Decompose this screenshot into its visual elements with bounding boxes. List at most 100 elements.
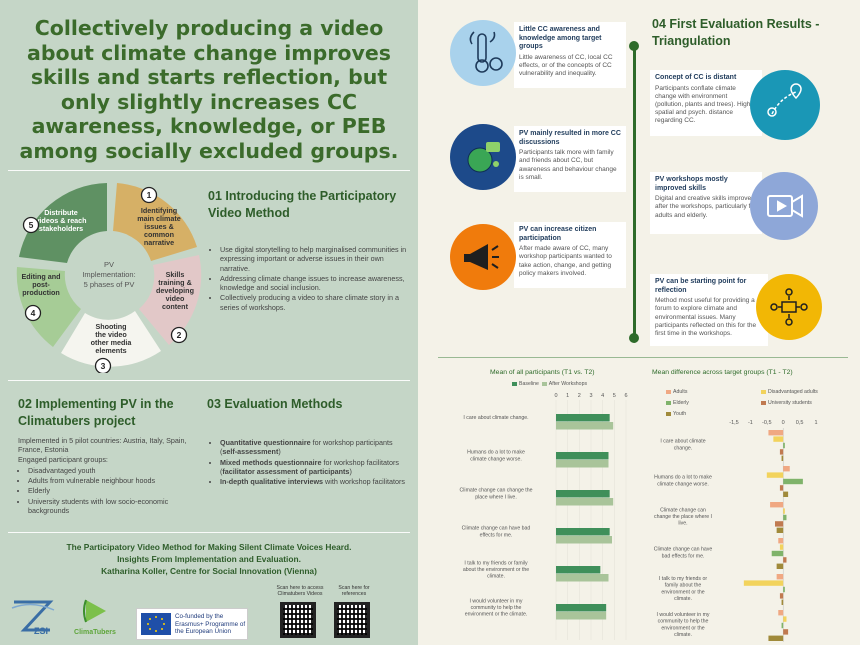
chart1-bar xyxy=(556,604,607,612)
finding-card: PV mainly resulted in more CC discussion… xyxy=(514,126,626,192)
legend-swatch xyxy=(512,381,517,386)
chart1-category-label: Humans do a lot to make xyxy=(467,450,525,456)
chart2-tick-label: -0,5 xyxy=(762,420,771,426)
thermometer-icon xyxy=(450,20,516,86)
chart2-legend: Adults Disadvantaged adults Elderly Univ… xyxy=(666,389,856,417)
svg-text:Shooting: Shooting xyxy=(95,322,126,331)
megaphone-icon xyxy=(450,224,516,290)
legend-swatch xyxy=(666,411,671,416)
qr-code-references[interactable] xyxy=(334,602,370,638)
chart1-category-label: Climate change can have bad xyxy=(462,526,531,532)
chart2-bar xyxy=(783,629,789,635)
finding-card: PV workshops mostly improved skills Digit… xyxy=(650,172,762,234)
finding-card: PV can increase citizen participation Aft… xyxy=(514,222,626,288)
chart2-bar xyxy=(783,491,789,497)
phase-3-segment xyxy=(61,311,161,367)
chart2-bar xyxy=(778,610,784,616)
chart2-bar xyxy=(779,593,784,599)
earth-chat-icon xyxy=(450,124,516,190)
s04-heading: 04 First Evaluation Results - Triangulat… xyxy=(652,17,820,48)
qr-code-videos[interactable] xyxy=(280,602,316,638)
chart2-tick-label: 0,5 xyxy=(796,420,804,426)
svg-text:3: 3 xyxy=(101,361,106,371)
svg-text:other media: other media xyxy=(91,338,133,347)
chart2-category-label: climate. xyxy=(674,632,692,638)
svg-text:videos & reach: videos & reach xyxy=(35,216,86,225)
chart2-category-label: community to help the xyxy=(658,619,709,625)
phase-5-segment xyxy=(19,183,107,263)
chart2-category-label: Climate change can have xyxy=(654,547,713,553)
chart1-category-label: climate change worse. xyxy=(470,456,522,462)
chart2-bar xyxy=(779,449,784,455)
chart2-category-label: I care about climate xyxy=(660,439,705,445)
chart1-bar xyxy=(556,422,614,430)
cycle-center-line2: Implementation: xyxy=(82,270,135,279)
s02-heading: 02 Implementing PV in the Climatubers pr… xyxy=(18,397,174,428)
chart1-category-label: environment or the climate. xyxy=(465,612,528,618)
chart1-bar xyxy=(556,574,609,582)
chart2-bar xyxy=(781,455,784,461)
svg-text:4: 4 xyxy=(31,308,36,318)
s02-body: Implemented in 5 pilot countries: Austri… xyxy=(18,436,203,516)
chart2-bar xyxy=(773,436,784,442)
chart2-bar xyxy=(776,527,784,533)
chart2-bar xyxy=(783,514,787,521)
chart1-tick-label: 3 xyxy=(589,393,592,399)
svg-text:developing: developing xyxy=(156,286,194,295)
chart2-title: Mean difference across target groups (T1… xyxy=(652,369,793,376)
eu-logo: Co-funded by the Erasmus+ Programme of t… xyxy=(136,608,248,640)
svg-text:training &: training & xyxy=(158,278,192,287)
phase-4-segment xyxy=(16,267,81,347)
chart2-bar xyxy=(783,442,785,449)
chart2-category-label: change. xyxy=(674,445,692,451)
phase-2-badge xyxy=(170,326,188,344)
chart1-bar xyxy=(556,460,609,468)
chart2-bar xyxy=(770,502,784,508)
svg-text:production: production xyxy=(22,288,60,297)
svg-text:common: common xyxy=(144,230,174,239)
chart1-title: Mean of all participants (T1 vs. T2) xyxy=(490,369,595,376)
svg-text:issues &: issues & xyxy=(144,222,174,231)
phase-3-badge xyxy=(94,357,112,373)
chart1-tick-label: 5 xyxy=(613,393,616,399)
finding-card: Little CC awareness and knowledge among … xyxy=(514,22,626,88)
phase-1-badge xyxy=(140,186,158,204)
divider xyxy=(8,380,410,381)
chart1-tick-label: 1 xyxy=(566,393,569,399)
svg-text:content: content xyxy=(162,302,189,311)
chart2-bar xyxy=(783,586,785,593)
svg-text:elements: elements xyxy=(95,346,126,355)
s01-list: Use digital storytelling to help margina… xyxy=(210,243,410,313)
svg-text:video: video xyxy=(166,294,185,303)
chart2-tick-label: -1 xyxy=(748,420,753,426)
chart1-category-label: climate. xyxy=(487,574,505,580)
chart2-bar xyxy=(783,478,803,485)
finding-card: Concept of CC is distant Participants con… xyxy=(650,70,762,136)
chart2-bar xyxy=(783,466,790,472)
s03-heading: 03 Evaluation Methods xyxy=(207,397,343,411)
legend-swatch xyxy=(666,400,671,405)
qr-videos-caption: Scan here to access Climatubers Videos xyxy=(276,585,324,598)
chart2-bar xyxy=(778,538,784,544)
chart2-category-label: I would volunteer in my xyxy=(656,612,709,618)
svg-text:the video: the video xyxy=(95,330,127,339)
group-icon xyxy=(756,274,822,340)
svg-text:1: 1 xyxy=(147,190,152,200)
chart2-category-label: change the place where I xyxy=(654,514,712,520)
chart1-category-label: about the environment or the xyxy=(463,567,529,573)
svg-text:main climate: main climate xyxy=(137,214,181,223)
cycle-center-line3: 5 phases of PV xyxy=(84,280,135,289)
chart1-category-label: I talk to my friends or family xyxy=(464,560,528,566)
timeline-line xyxy=(633,44,636,338)
chart2-tick-label: 0 xyxy=(782,420,785,426)
pv-phase-cycle: PV Implementation: 5 phases of PV Identi… xyxy=(16,183,202,373)
phase-2-segment xyxy=(139,255,202,345)
chart2-bar xyxy=(768,635,784,641)
chart1-bar xyxy=(556,566,601,574)
chart1-legend: Baseline After Workshops xyxy=(512,381,587,387)
chart2-bar xyxy=(771,550,784,557)
chart2-bar xyxy=(779,485,784,491)
chart2-tick-label: 1 xyxy=(814,420,817,426)
chart2-bar xyxy=(781,599,784,605)
s01-heading: 01 Introducing the Participatory Video M… xyxy=(208,189,397,220)
